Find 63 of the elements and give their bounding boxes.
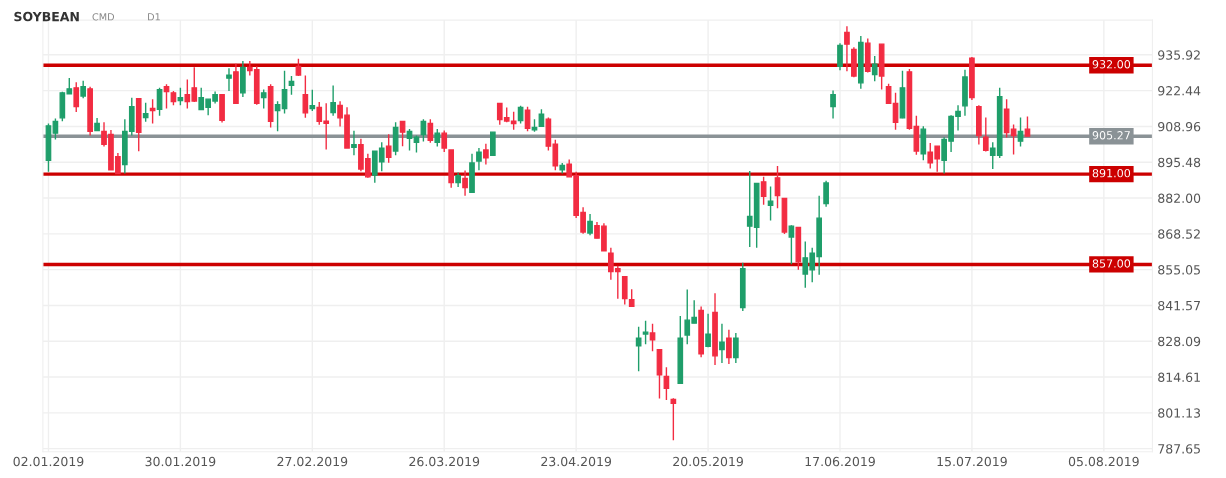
candlestick xyxy=(427,118,434,144)
candlestick xyxy=(156,87,163,117)
candlestick xyxy=(837,42,843,71)
candlestick xyxy=(587,213,593,236)
x-tick-label: 05.08.2019 xyxy=(1068,456,1139,467)
candlestick xyxy=(489,131,496,156)
candlestick xyxy=(351,130,357,156)
candlestick xyxy=(226,67,232,92)
ref-line-label: 857.00 xyxy=(1092,259,1131,268)
ref-line-label: 905.27 xyxy=(1092,131,1130,140)
y-tick-label: 895.48 xyxy=(1158,157,1201,168)
x-tick-label: 15.07.2019 xyxy=(937,456,1007,467)
candlestick xyxy=(642,320,649,345)
candlestick xyxy=(441,129,448,153)
candlestick xyxy=(260,88,267,110)
x-tick-label: 23.04.2019 xyxy=(541,456,612,467)
x-tick-label: 02.01.2019 xyxy=(13,456,84,467)
y-tick-label: 855.05 xyxy=(1158,265,1200,275)
y-tick-label: 868.52 xyxy=(1158,229,1200,239)
y-tick-label: 882.00 xyxy=(1158,193,1201,203)
y-tick-label: 922.44 xyxy=(1158,86,1201,96)
candlestick xyxy=(830,89,836,120)
candlestick xyxy=(760,176,767,206)
x-tick-label: 20.05.2019 xyxy=(673,456,743,467)
candlestick xyxy=(476,147,482,171)
y-tick-label: 787.65 xyxy=(1158,444,1200,454)
x-tick-label: 30.01.2019 xyxy=(145,456,216,467)
y-tick-label: 814.61 xyxy=(1158,372,1200,382)
candlestick xyxy=(462,169,468,197)
y-tick-label: 841.57 xyxy=(1158,300,1200,311)
candlestick xyxy=(73,81,80,113)
candlestick xyxy=(302,74,309,119)
annotation: CMD xyxy=(92,13,115,21)
y-tick-label: 828.09 xyxy=(1158,336,1201,347)
candlestick xyxy=(823,180,829,208)
candlestick xyxy=(483,143,489,166)
candlestick xyxy=(719,322,725,364)
y-tick-label: 801.13 xyxy=(1158,408,1201,418)
ref-line-label: 932.00 xyxy=(1092,60,1131,69)
chart-title: SOYBEAN xyxy=(14,11,79,22)
candlestick xyxy=(649,322,656,353)
ref-line-label: 891.00 xyxy=(1092,168,1131,178)
candlestick xyxy=(726,329,732,365)
candlestick xyxy=(844,25,850,73)
candlestick xyxy=(871,55,878,82)
candlestick xyxy=(524,105,531,133)
x-tick-label: 26.03.2019 xyxy=(409,456,480,467)
candlestick xyxy=(309,88,316,112)
candlestick xyxy=(705,313,711,349)
candlestick xyxy=(163,83,170,110)
candlestick xyxy=(330,84,336,117)
y-tick-label: 935.92 xyxy=(1158,50,1200,60)
candlestick xyxy=(621,275,628,306)
x-tick-label: 17.06.2019 xyxy=(805,456,875,467)
x-tick-label: 27.02.2019 xyxy=(277,456,348,467)
candlestick xyxy=(635,326,642,372)
candlestick xyxy=(385,133,392,164)
candlestick xyxy=(732,332,739,364)
candlestick xyxy=(982,116,989,153)
candlestick xyxy=(142,101,149,123)
candlestick xyxy=(670,397,677,441)
annotation: D1 xyxy=(148,13,160,21)
y-tick-label: 908.96 xyxy=(1158,121,1201,132)
